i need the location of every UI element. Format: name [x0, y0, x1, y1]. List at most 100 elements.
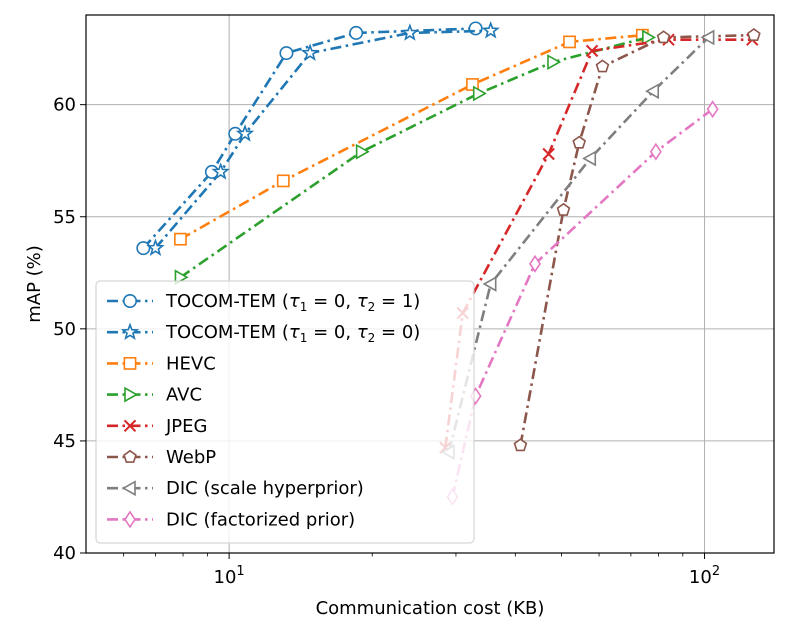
legend-label-part: τ: [289, 322, 300, 343]
legend-label-part: DIC (scale hyperprior): [166, 478, 364, 499]
legend-label-part: = 0,: [307, 322, 356, 343]
legend-entry: AVC: [107, 385, 202, 406]
data-point: [529, 254, 541, 273]
legend-label-part: 2: [368, 300, 376, 314]
legend-entry: HEVC: [107, 353, 216, 374]
legend-label: JPEG: [165, 416, 207, 437]
data-point: [645, 83, 660, 100]
data-point: [556, 202, 571, 216]
data-point: [482, 276, 497, 292]
series-line: [179, 33, 643, 241]
data-point: [547, 54, 562, 70]
legend-label-part: ): [413, 322, 420, 343]
legend-label-part: τ: [357, 291, 368, 312]
legend-label: AVC: [166, 385, 202, 406]
legend-label: WebP: [166, 447, 216, 468]
data-point: [747, 27, 761, 41]
data-point: [146, 238, 165, 256]
legend-label-part: JPEG: [165, 416, 207, 437]
series-7: [446, 100, 719, 506]
data-point: [656, 30, 671, 44]
legend-marker: [124, 510, 136, 529]
data-point: [706, 100, 719, 119]
series-line: [142, 27, 476, 249]
legend-entry: JPEG: [107, 416, 207, 437]
legend-label-part: AVC: [166, 385, 202, 406]
legend-label-part: 2: [368, 331, 376, 345]
legend-entry: TOCOM-TEM (τ1 = 0, τ2 = 0): [107, 322, 420, 345]
data-point: [585, 44, 599, 58]
legend-entry: DIC (scale hyperprior): [107, 478, 364, 499]
data-point: [582, 150, 597, 167]
legend-label-part: HEVC: [166, 353, 216, 374]
legend-entry: DIC (factorized prior): [107, 509, 355, 530]
data-point: [400, 23, 420, 41]
legend-label-part: 1: [300, 300, 308, 314]
legend-label: HEVC: [166, 353, 216, 374]
legend-marker: [121, 480, 136, 497]
series-line: [154, 29, 491, 249]
y-tick-label: 50: [53, 319, 76, 340]
legend-marker: [124, 386, 139, 403]
legend-label-part: WebP: [166, 447, 216, 468]
legend-label-part: τ: [289, 291, 300, 312]
legend-label: TOCOM-TEM (τ1 = 0, τ2 = 1): [165, 291, 420, 314]
y-tick-label: 60: [53, 95, 76, 116]
legend-label-part: = 0: [375, 322, 413, 343]
series-3: [174, 29, 656, 286]
data-point: [174, 232, 187, 246]
data-point: [355, 143, 370, 160]
legend-label-part: TOCOM-TEM (: [165, 291, 289, 312]
data-point: [513, 438, 528, 452]
legend-entry: TOCOM-TEM (τ1 = 0, τ2 = 1): [107, 291, 420, 314]
legend-marker: [123, 356, 137, 370]
x-tick-exponent: 1: [236, 564, 244, 579]
legend-marker: [123, 293, 138, 308]
legend-box: [95, 280, 475, 544]
data-point: [595, 59, 610, 73]
legend-entry: WebP: [107, 447, 216, 468]
data-point: [349, 25, 364, 40]
series-line: [444, 38, 753, 448]
legend-marker: [123, 449, 137, 463]
y-tick-label: 40: [53, 543, 76, 564]
plot-frame: [85, 14, 775, 554]
x-tick-base: 10: [689, 567, 712, 588]
data-point: [563, 35, 576, 49]
y-tick-label: 55: [53, 207, 76, 228]
data-point: [300, 43, 320, 61]
legend-label-part: 1: [300, 331, 308, 345]
legend-marker: [123, 419, 137, 433]
x-tick-label: 102: [689, 564, 720, 588]
x-axis-label: Communication cost (KB): [316, 598, 545, 619]
legend-marker: [120, 322, 140, 341]
y-tick-label: 45: [53, 431, 76, 452]
data-point: [468, 21, 483, 36]
legend-label-part: = 0,: [307, 291, 356, 312]
data-point: [649, 142, 662, 161]
legend-label-part: ): [413, 291, 420, 312]
data-point: [642, 29, 656, 46]
data-point: [472, 85, 487, 102]
legend-label: DIC (scale hyperprior): [166, 478, 364, 499]
data-point: [572, 135, 587, 149]
x-tick-base: 10: [214, 567, 237, 588]
data-point: [211, 162, 230, 180]
series-line: [519, 33, 754, 446]
data-point: [136, 241, 151, 256]
legend-label: DIC (factorized prior): [166, 509, 355, 530]
data-point: [542, 147, 555, 161]
series-4: [439, 33, 759, 454]
series-line: [179, 36, 649, 279]
y-axis-label: mAP (%): [24, 245, 45, 323]
legend-label-part: TOCOM-TEM (: [165, 322, 289, 343]
data-point: [466, 78, 479, 91]
legend-label-part: τ: [357, 322, 368, 343]
series-1: [146, 20, 500, 256]
data-point: [481, 20, 500, 39]
x-tick-label: 101: [214, 564, 245, 588]
data-point: [700, 29, 715, 46]
data-point: [228, 126, 243, 141]
